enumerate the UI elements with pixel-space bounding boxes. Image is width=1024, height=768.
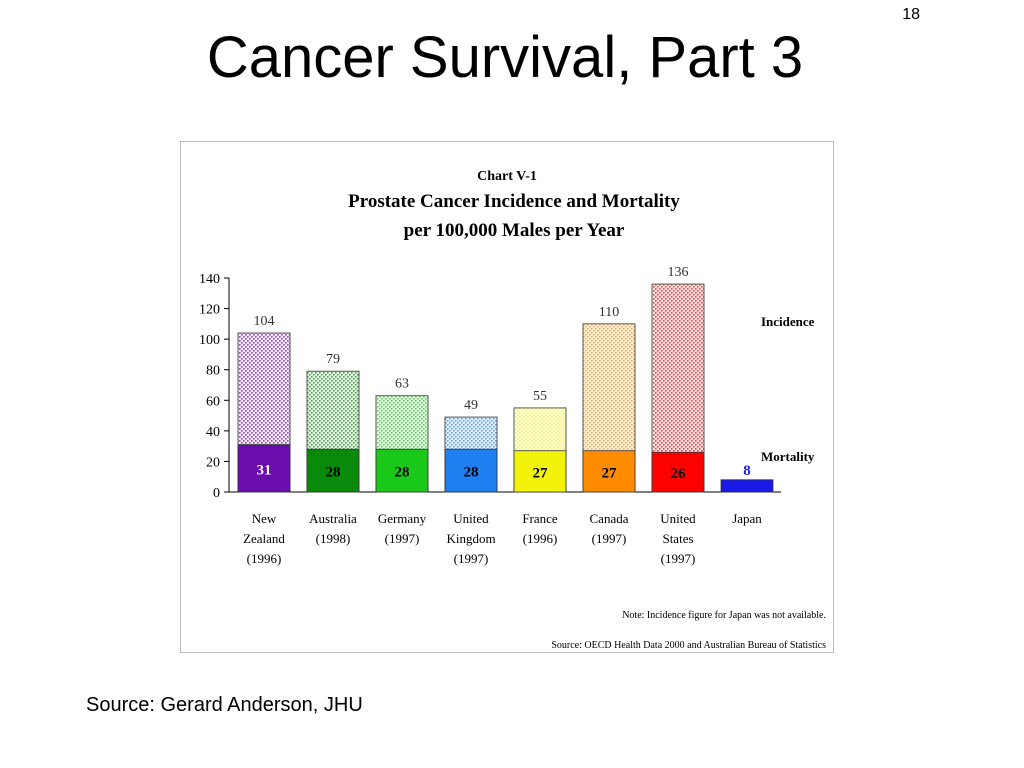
slide-title: Cancer Survival, Part 3 <box>206 25 804 90</box>
mortality-bar <box>720 479 774 493</box>
x-axis-labels: New Zealand (1996) Australia (1998) Germany (1… <box>243 511 762 566</box>
y-tick-label: 40 <box>206 425 220 440</box>
category-label: (1996) <box>247 551 282 566</box>
category-label: United <box>660 511 696 526</box>
category-label: (1997) <box>385 531 420 546</box>
category-label: Zealand <box>243 531 285 546</box>
y-tick-label: 20 <box>206 455 220 470</box>
y-tick-label: 100 <box>199 333 220 348</box>
y-tick-label: 0 <box>213 486 220 501</box>
category-label: Japan <box>732 511 762 526</box>
bars: 104 31 79 28 63 28 49 28 55 27 110 27 136 26 8 <box>229 265 781 493</box>
incidence-label: 79 <box>326 352 340 367</box>
mortality-bar <box>651 451 705 493</box>
incidence-label: 55 <box>533 389 547 404</box>
chart-image: Chart V-1 Prostate Cancer Incidence and … <box>180 141 834 653</box>
category-label: Australia <box>309 511 357 526</box>
category-label: United <box>453 511 489 526</box>
legend-incidence: Incidence <box>761 314 815 329</box>
y-axis: 0 20 40 60 80 100 120 140 <box>199 272 230 501</box>
chart-subtitle: per 100,000 Males per Year <box>404 220 625 241</box>
mortality-bar <box>513 450 567 493</box>
chart-source: Source: OECD Health Data 2000 and Austra… <box>551 640 826 651</box>
category-label: Germany <box>378 511 427 526</box>
category-label: States <box>662 531 693 546</box>
category-label: Kingdom <box>446 531 495 546</box>
incidence-label: 136 <box>668 265 689 280</box>
chart-note: Note: Incidence figure for Japan was not… <box>622 610 826 621</box>
mortality-label: 8 <box>743 463 751 479</box>
y-tick-label: 60 <box>206 394 220 409</box>
mortality-label: 26 <box>671 466 687 482</box>
source-credit: Source: Gerard Anderson, JHU <box>86 694 363 716</box>
mortality-bar <box>444 448 498 493</box>
mortality-label: 31 <box>257 462 272 478</box>
category-label: Canada <box>590 511 629 526</box>
category-label: France <box>522 511 558 526</box>
mortality-label: 27 <box>533 465 549 481</box>
chart-title: Prostate Cancer Incidence and Mortality <box>348 191 680 212</box>
chart-kicker: Chart V-1 <box>477 169 537 184</box>
mortality-bar <box>582 450 636 493</box>
category-label: (1996) <box>523 531 558 546</box>
incidence-label: 104 <box>254 314 275 329</box>
category-label: New <box>252 511 277 526</box>
slide-number: 18 <box>902 6 920 23</box>
mortality-label: 28 <box>326 465 341 481</box>
bar-chart: Chart V-1 Prostate Cancer Incidence and … <box>199 169 826 651</box>
y-tick-label: 140 <box>199 272 220 287</box>
incidence-label: 110 <box>599 305 619 320</box>
y-tick-label: 80 <box>206 364 220 379</box>
mortality-bar <box>237 444 291 493</box>
mortality-label: 28 <box>395 465 410 481</box>
mortality-label: 27 <box>602 465 618 481</box>
legend-mortality: Mortality <box>761 449 815 464</box>
mortality-label: 28 <box>464 465 479 481</box>
category-label: (1998) <box>316 531 351 546</box>
y-tick-label: 120 <box>199 303 220 318</box>
mortality-bar <box>306 448 360 493</box>
mortality-bar <box>375 448 429 493</box>
incidence-label: 63 <box>395 377 409 392</box>
category-label: (1997) <box>592 531 627 546</box>
incidence-label: 49 <box>464 398 478 413</box>
category-label: (1997) <box>454 551 489 566</box>
category-label: (1997) <box>661 551 696 566</box>
